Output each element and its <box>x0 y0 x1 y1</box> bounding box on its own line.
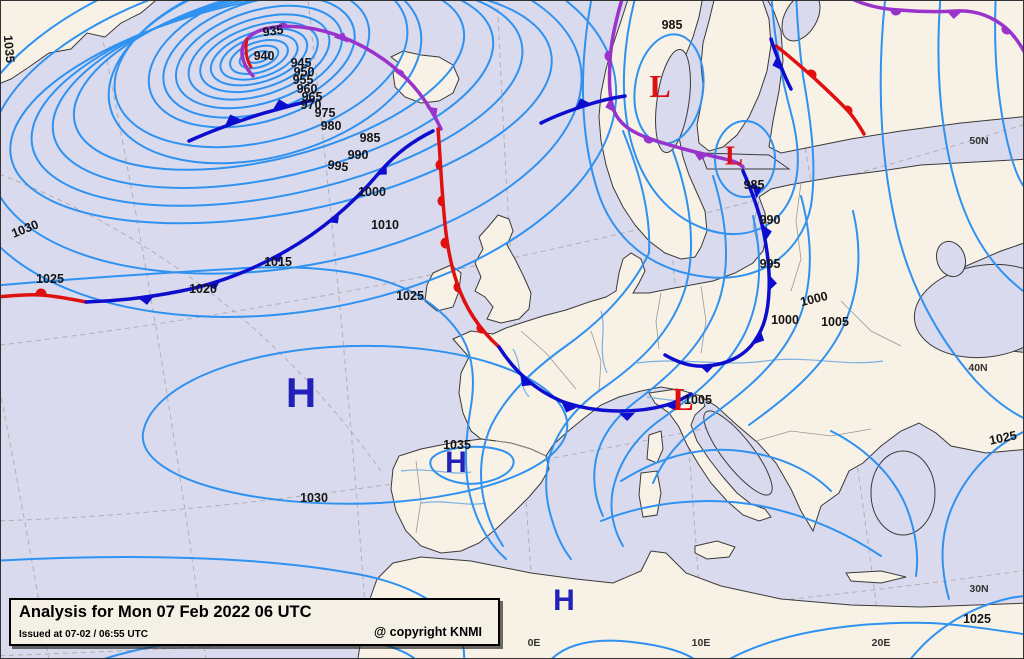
pressure-label: 940 <box>253 49 275 63</box>
pressure-center-low: L <box>672 381 694 417</box>
inland-seas-layer <box>655 1 1023 536</box>
pressure-label: 960 <box>296 82 318 96</box>
pressure-label: 1025 <box>396 289 424 303</box>
pressure-label: 995 <box>759 257 781 271</box>
pressure-label: 985 <box>743 178 765 192</box>
geo-label: 20E <box>871 637 891 649</box>
pressure-label: 935 <box>261 22 285 40</box>
pressure-label: 985 <box>359 131 381 145</box>
pressure-label: 1025 <box>36 272 64 286</box>
pressure-label: 955 <box>292 73 314 87</box>
land-sicily <box>694 540 736 560</box>
analysis-info-box: Analysis for Mon 07 Feb 2022 06 UTC Issu… <box>9 598 500 646</box>
pressure-label: 985 <box>661 18 683 32</box>
pressure-center-low: L <box>724 140 744 171</box>
land-russia <box>767 1 1023 154</box>
land-sardinia <box>638 470 662 518</box>
sea-white-sea <box>781 1 821 42</box>
pressure-center-high: H <box>445 446 467 479</box>
pressure-label: 990 <box>347 148 369 162</box>
pressure-label: 1015 <box>264 255 292 269</box>
pressure-label: 980 <box>320 119 342 133</box>
pressure-label: 1035 <box>0 34 18 64</box>
land-africa <box>357 550 1023 658</box>
sea-aegean <box>870 450 936 536</box>
warm-front-west <box>1 293 88 304</box>
land-crete <box>845 570 907 584</box>
pressure-label: 945 <box>290 56 312 70</box>
land-ireland <box>424 264 462 312</box>
analysis-title: Analysis for Mon 07 Feb 2022 06 UTC <box>19 603 312 621</box>
geo-label: 50N <box>969 135 989 147</box>
pressure-label: 1035 <box>443 438 471 452</box>
pressure-label: 1020 <box>189 282 217 296</box>
warm-front-northeast <box>774 44 866 136</box>
land-greenland <box>1 1 156 84</box>
pressure-label: 1005 <box>684 393 712 407</box>
pressure-center-low: L <box>649 68 671 104</box>
copyright-notice: @ copyright KNMI <box>373 625 482 639</box>
occluded-front-norway <box>607 1 745 169</box>
pressure-center-high: H <box>553 584 575 617</box>
cold-front-west <box>84 129 435 304</box>
lake-ladoga <box>935 240 967 278</box>
pressure-label: 975 <box>314 106 336 120</box>
sea-gulf-of-bothnia <box>655 48 691 154</box>
geo-label: 30N <box>969 583 989 595</box>
sea-adriatic <box>703 410 773 496</box>
land-britain <box>474 214 532 324</box>
sea-black-sea <box>913 263 1023 359</box>
pressure-label: 1005 <box>821 315 849 329</box>
pressure-center-high: H <box>285 369 317 416</box>
geo-label: 40N <box>968 362 988 374</box>
pressure-label: 995 <box>326 157 350 175</box>
pressure-label: 1030 <box>300 491 328 505</box>
pressure-label: 1025 <box>963 612 991 626</box>
geo-label: 0E <box>527 637 541 649</box>
warm-front-core <box>244 37 253 69</box>
pressure-label: 990 <box>759 213 781 227</box>
pressure-label: 970 <box>300 98 322 112</box>
geo-label: 10E <box>691 637 711 649</box>
issued-timestamp: Issued at 07-02 / 06:55 UTC <box>19 629 148 640</box>
land-iceland <box>390 50 460 104</box>
pressure-label: 1010 <box>371 218 399 232</box>
pressure-label: 950 <box>293 65 315 79</box>
pressure-label: 965 <box>301 90 323 104</box>
occluded-front-spiral <box>240 24 443 131</box>
pressure-label: 1000 <box>771 313 799 327</box>
land-corsica <box>646 430 664 464</box>
fronts-layer <box>1 1 1023 421</box>
pressure-label: 1000 <box>358 185 386 199</box>
cold-front-secondary <box>187 98 315 143</box>
